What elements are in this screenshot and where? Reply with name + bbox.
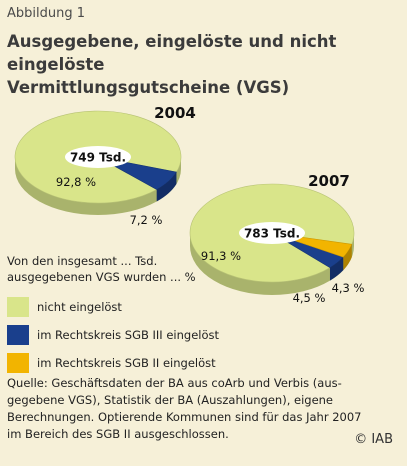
source-line-2: gegebene VGS), Statistik der BA (Auszahl… [7, 393, 334, 407]
intro-line-2: ausgegebenen VGS wurden ... % [7, 270, 196, 284]
source-line-4: im Bereich des SGB II ausgeschlossen. [7, 427, 229, 441]
legend-label-nicht-eingeloest: nicht eingelöst [37, 300, 122, 314]
total-badge-bg-2007 [239, 222, 305, 244]
total-badge-2007: 783 Tsd. [239, 222, 305, 244]
total-badge-bg-2004 [65, 146, 131, 168]
slice-label-2007-sgb2: 4,5 % [293, 291, 326, 305]
total-badge-2004: 749 Tsd. [65, 146, 131, 168]
total-label-2004: 749 Tsd. [70, 151, 126, 165]
slice-label-2007-nicht-eingeloest: 91,3 % [201, 249, 241, 263]
figure-label: Abbildung 1 [7, 6, 86, 21]
slice-label-2004-sgb3: 7,2 % [130, 213, 163, 227]
legend-label-sgb3: im Rechtskreis SGB III eingelöst [37, 328, 220, 342]
pie-side-2007 [190, 233, 354, 295]
title-line-1: Ausgegebene, eingelöste und nicht eingel… [7, 32, 337, 74]
source-line-3: Berechnungen. Optierende Kommunen sind f… [7, 410, 362, 424]
source-note: Quelle: Geschäftsdaten der BA aus coArb … [7, 375, 399, 443]
pie-charts: 2004 749 Tsd. 92,8 % 7,2 % 2007 783 Tsd.… [14, 104, 365, 305]
source-line-1: Quelle: Geschäftsdaten der BA aus coArb … [7, 376, 342, 390]
pie-chart-2004: 2004 749 Tsd. 92,8 % 7,2 % [14, 104, 196, 227]
total-label-2007: 783 Tsd. [244, 227, 300, 241]
pie-chart-2007: 2007 783 Tsd. 91,3 % 4,5 % 4,3 % [189, 172, 365, 305]
legend-item-sgb3: im Rechtskreis SGB III eingelöst [7, 322, 219, 348]
intro-line-1: Von den insgesamt ... Tsd. [7, 254, 158, 268]
year-label-2007: 2007 [308, 172, 350, 190]
legend-label-sgb2: im Rechtskreis SGB II eingelöst [37, 356, 216, 370]
pie-slice-side-2007-sgb3 [329, 257, 344, 281]
chart-intro: Von den insgesamt ... Tsd. ausgegebenen … [7, 253, 196, 285]
legend-item-nicht-eingeloest: nicht eingelöst [7, 294, 219, 320]
year-label-2004: 2004 [154, 104, 196, 122]
slice-label-2007-sgb3: 4,3 % [332, 281, 365, 295]
chart-title: Ausgegebene, eingelöste und nicht eingel… [7, 30, 399, 99]
title-line-2: Vermittlungsgutscheine (VGS) [7, 78, 290, 97]
legend-item-sgb2: im Rechtskreis SGB II eingelöst [7, 350, 219, 376]
legend-swatch-sgb2 [7, 353, 29, 373]
copyright-label: © IAB [354, 432, 393, 447]
legend: nicht eingelöst im Rechtskreis SGB III e… [7, 294, 219, 378]
legend-swatch-nicht-eingeloest [7, 297, 29, 317]
pie-side-2004 [15, 157, 181, 215]
legend-swatch-sgb3 [7, 325, 29, 345]
pie-slice-side-2007-sgb2 [343, 244, 352, 271]
slice-label-2004-nicht-eingeloest: 92,8 % [56, 175, 96, 189]
pie-slice-side-2004-sgb3 [156, 172, 177, 202]
